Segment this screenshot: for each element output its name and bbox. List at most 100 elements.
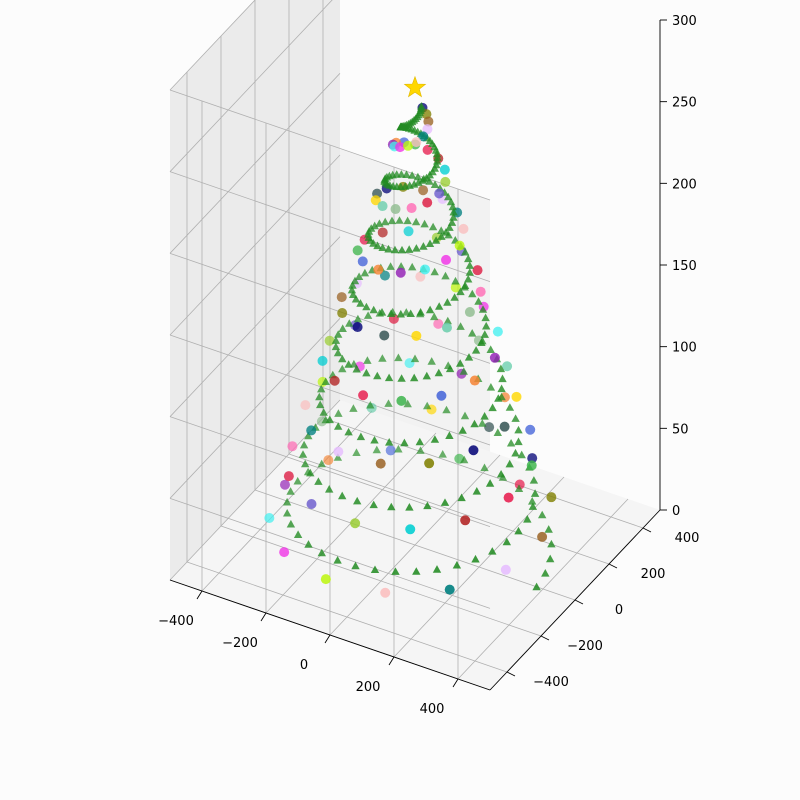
ornament-marker — [370, 195, 381, 206]
tree-marker — [410, 354, 420, 363]
tree-marker — [517, 450, 526, 459]
tree-marker — [394, 353, 403, 362]
ornament-marker — [450, 282, 461, 293]
ornament-marker — [440, 176, 451, 187]
tree-marker — [385, 438, 394, 446]
ornament-marker — [264, 512, 275, 523]
tree-marker — [384, 373, 394, 382]
tree-marker — [412, 567, 421, 575]
x-tick-label: −200 — [222, 636, 258, 651]
tree-marker — [465, 261, 474, 269]
tree-marker — [369, 500, 378, 509]
tree-marker — [547, 539, 556, 548]
tree-marker — [373, 241, 382, 250]
y-tick-label: 400 — [675, 531, 700, 546]
tree-marker — [375, 219, 384, 227]
ornament-marker — [434, 188, 445, 199]
tree-marker — [496, 470, 506, 478]
tree-marker — [486, 383, 496, 391]
tree-marker — [354, 272, 364, 280]
tree-marker — [464, 254, 473, 263]
tree-marker — [445, 431, 454, 439]
x-tick-label: 400 — [420, 702, 445, 717]
tree-marker — [514, 437, 523, 446]
tree-marker — [471, 346, 481, 354]
tree-marker — [502, 537, 511, 546]
ornament-marker — [279, 479, 290, 490]
star-marker — [403, 75, 427, 98]
tree-marker — [470, 419, 479, 428]
ornament-marker — [350, 518, 361, 529]
tree-marker — [423, 401, 432, 410]
ornament-marker — [279, 547, 290, 558]
tree-marker — [345, 319, 354, 327]
tree-marker — [293, 476, 302, 485]
ornament-marker — [306, 498, 317, 509]
ornament-marker — [469, 375, 480, 386]
ornament-marker — [357, 256, 368, 267]
tree-marker — [478, 305, 488, 313]
tree-marker — [437, 232, 446, 240]
ornament-marker — [395, 267, 406, 278]
ornament-marker — [375, 458, 386, 469]
tree-marker — [338, 354, 347, 363]
tree-marker — [405, 245, 414, 253]
tree-marker — [396, 309, 405, 318]
axes-panes — [170, 0, 660, 690]
tree-marker — [306, 468, 315, 477]
tree-marker — [528, 502, 538, 510]
grid-line-z-back — [169, 154, 341, 336]
tree-marker — [407, 171, 417, 179]
ornament-marker — [492, 326, 503, 337]
z-tick-label: 300 — [672, 14, 697, 29]
tree-marker — [441, 271, 450, 280]
ornament-marker — [499, 421, 510, 432]
grid-line-z-left — [169, 171, 491, 283]
tree-marker — [425, 305, 435, 314]
ornament-marker — [444, 584, 455, 595]
tree-marker — [416, 308, 425, 316]
tree-marker — [317, 384, 326, 393]
tree-marker — [472, 487, 481, 495]
grid-line-z-back — [169, 318, 341, 499]
ornament-marker — [419, 264, 430, 275]
tree-marker — [352, 364, 361, 373]
tree-marker — [413, 172, 423, 181]
tree-marker — [546, 554, 555, 563]
ornament-marker — [526, 460, 537, 471]
ornament-marker — [403, 140, 414, 151]
tree-marker — [541, 569, 550, 577]
tree-marker — [496, 364, 506, 373]
tree-marker — [440, 498, 450, 506]
tree-marker — [498, 374, 507, 383]
tree-marker — [505, 403, 515, 411]
tree-marker — [282, 497, 292, 506]
grid-line-y-floor — [322, 417, 644, 529]
tree-marker — [317, 548, 326, 557]
tree-marker — [406, 309, 415, 317]
ornament-marker — [484, 422, 495, 433]
ornament-marker — [458, 223, 469, 234]
tree-marker — [448, 202, 457, 211]
tree-marker — [317, 459, 326, 468]
ornament-marker — [380, 587, 391, 598]
tree-marker — [408, 262, 417, 271]
ornament-marker — [385, 445, 396, 456]
tree-marker — [370, 436, 379, 444]
tree-marker — [433, 157, 442, 165]
tree-marker — [477, 338, 486, 346]
tree-marker — [430, 435, 440, 443]
tree-marker — [488, 403, 497, 412]
ornament-marker — [379, 330, 390, 341]
tree-marker — [511, 414, 520, 422]
ornament-marker — [379, 270, 390, 281]
tree-marker — [381, 217, 390, 226]
ornament-marker — [475, 286, 486, 297]
tree-marker — [514, 484, 524, 492]
tree-marker — [363, 356, 372, 364]
tree-marker — [419, 242, 428, 250]
tree-marker — [366, 401, 375, 409]
tree-marker — [456, 287, 465, 296]
tree-marker — [298, 450, 308, 458]
tree-marker — [431, 236, 441, 244]
